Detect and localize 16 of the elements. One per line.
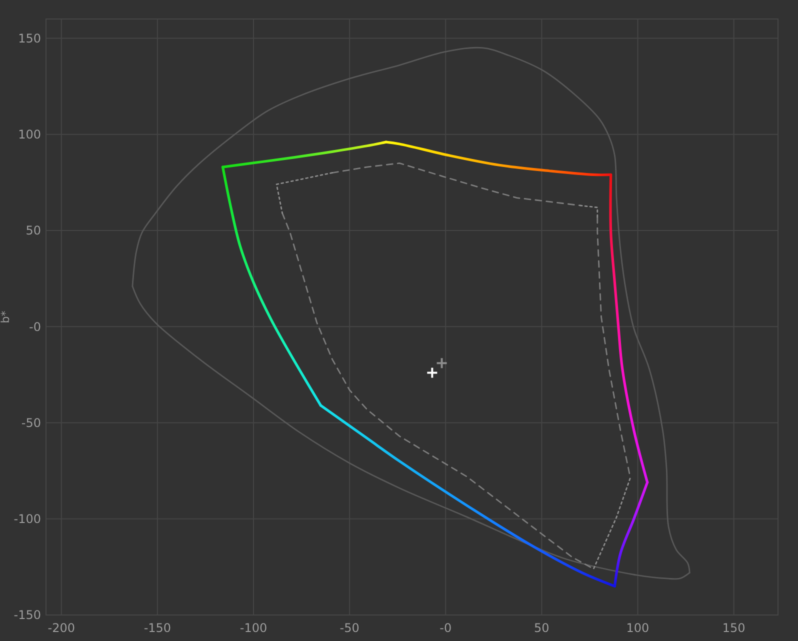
x-tick-label: -100	[240, 621, 268, 635]
y-tick-label: -50	[21, 416, 41, 430]
y-tick-label: -100	[14, 512, 41, 526]
y-axis-title: b*	[0, 310, 12, 324]
x-tick-label: -50	[340, 621, 360, 635]
y-tick-label: -0	[29, 320, 41, 334]
x-tick-label: 50	[534, 621, 550, 635]
y-tick-label: 50	[26, 224, 41, 238]
x-tick-label: 150	[722, 621, 746, 635]
y-tick-label: -150	[14, 608, 41, 622]
x-tick-label: -0	[440, 621, 452, 635]
x-tick-label: -200	[48, 621, 75, 635]
x-tick-label: 100	[626, 621, 650, 635]
y-tick-label: 150	[18, 31, 41, 46]
y-tick-label: 100	[18, 128, 41, 142]
x-tick-label: -150	[144, 621, 172, 635]
